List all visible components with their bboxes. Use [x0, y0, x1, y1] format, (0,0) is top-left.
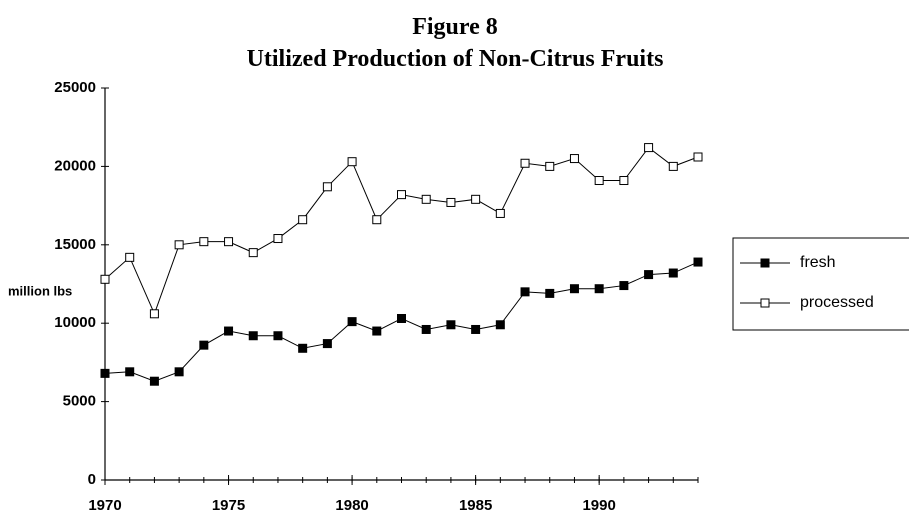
marker — [668, 161, 678, 171]
legend-marker — [760, 258, 770, 268]
marker — [149, 309, 159, 319]
legend-box — [732, 237, 909, 331]
marker — [322, 182, 332, 192]
marker — [224, 237, 234, 247]
marker — [545, 161, 555, 171]
marker — [471, 324, 481, 334]
x-tick-label: 1970 — [88, 497, 121, 514]
y-axis-label: million lbs — [8, 283, 72, 298]
marker — [224, 326, 234, 336]
marker — [619, 281, 629, 291]
marker — [397, 313, 406, 323]
marker — [520, 158, 530, 168]
marker — [347, 317, 357, 327]
marker — [298, 343, 308, 353]
marker — [100, 368, 110, 378]
y-tick-label: 25000 — [54, 79, 96, 96]
marker — [248, 248, 258, 258]
marker — [273, 331, 283, 341]
marker — [347, 157, 357, 167]
marker — [644, 270, 654, 280]
marker — [100, 274, 110, 284]
marker — [693, 152, 703, 162]
marker — [174, 240, 184, 250]
marker — [446, 320, 456, 330]
marker — [397, 190, 406, 200]
marker — [569, 284, 579, 294]
marker — [273, 234, 283, 244]
y-tick-label: 5000 — [63, 393, 96, 410]
marker — [199, 340, 209, 350]
marker — [693, 257, 703, 267]
marker — [421, 194, 431, 204]
marker — [174, 367, 184, 377]
marker — [644, 143, 654, 153]
x-tick-label: 1990 — [582, 497, 615, 514]
marker — [298, 215, 308, 225]
legend-label: processed — [800, 294, 874, 311]
legend-marker — [760, 298, 770, 308]
legend-label: fresh — [800, 254, 836, 271]
chart-subtitle: Utilized Production of Non-Citrus Fruits — [247, 46, 664, 72]
marker — [569, 154, 579, 164]
marker — [594, 284, 604, 294]
marker — [248, 331, 258, 341]
y-tick-label: 10000 — [54, 314, 96, 331]
marker — [495, 320, 505, 330]
y-tick-label: 0 — [88, 471, 96, 488]
marker — [594, 176, 604, 186]
marker — [322, 339, 332, 349]
x-tick-label: 1985 — [459, 497, 492, 514]
marker — [421, 324, 431, 334]
x-tick-label: 1980 — [335, 497, 368, 514]
chart-title: Figure 8 — [412, 14, 498, 40]
marker — [125, 252, 135, 262]
marker — [495, 208, 505, 218]
marker — [199, 237, 209, 247]
marker — [668, 268, 678, 278]
marker — [545, 288, 555, 298]
x-tick-label: 1975 — [212, 497, 245, 514]
y-tick-label: 20000 — [54, 157, 96, 174]
marker — [372, 215, 382, 225]
series-line — [104, 146, 699, 316]
marker — [372, 326, 382, 336]
marker — [520, 287, 530, 297]
marker — [149, 376, 159, 386]
marker — [471, 194, 481, 204]
y-tick-label: 15000 — [54, 236, 96, 253]
marker — [446, 197, 456, 207]
marker — [619, 176, 629, 186]
marker — [125, 367, 135, 377]
